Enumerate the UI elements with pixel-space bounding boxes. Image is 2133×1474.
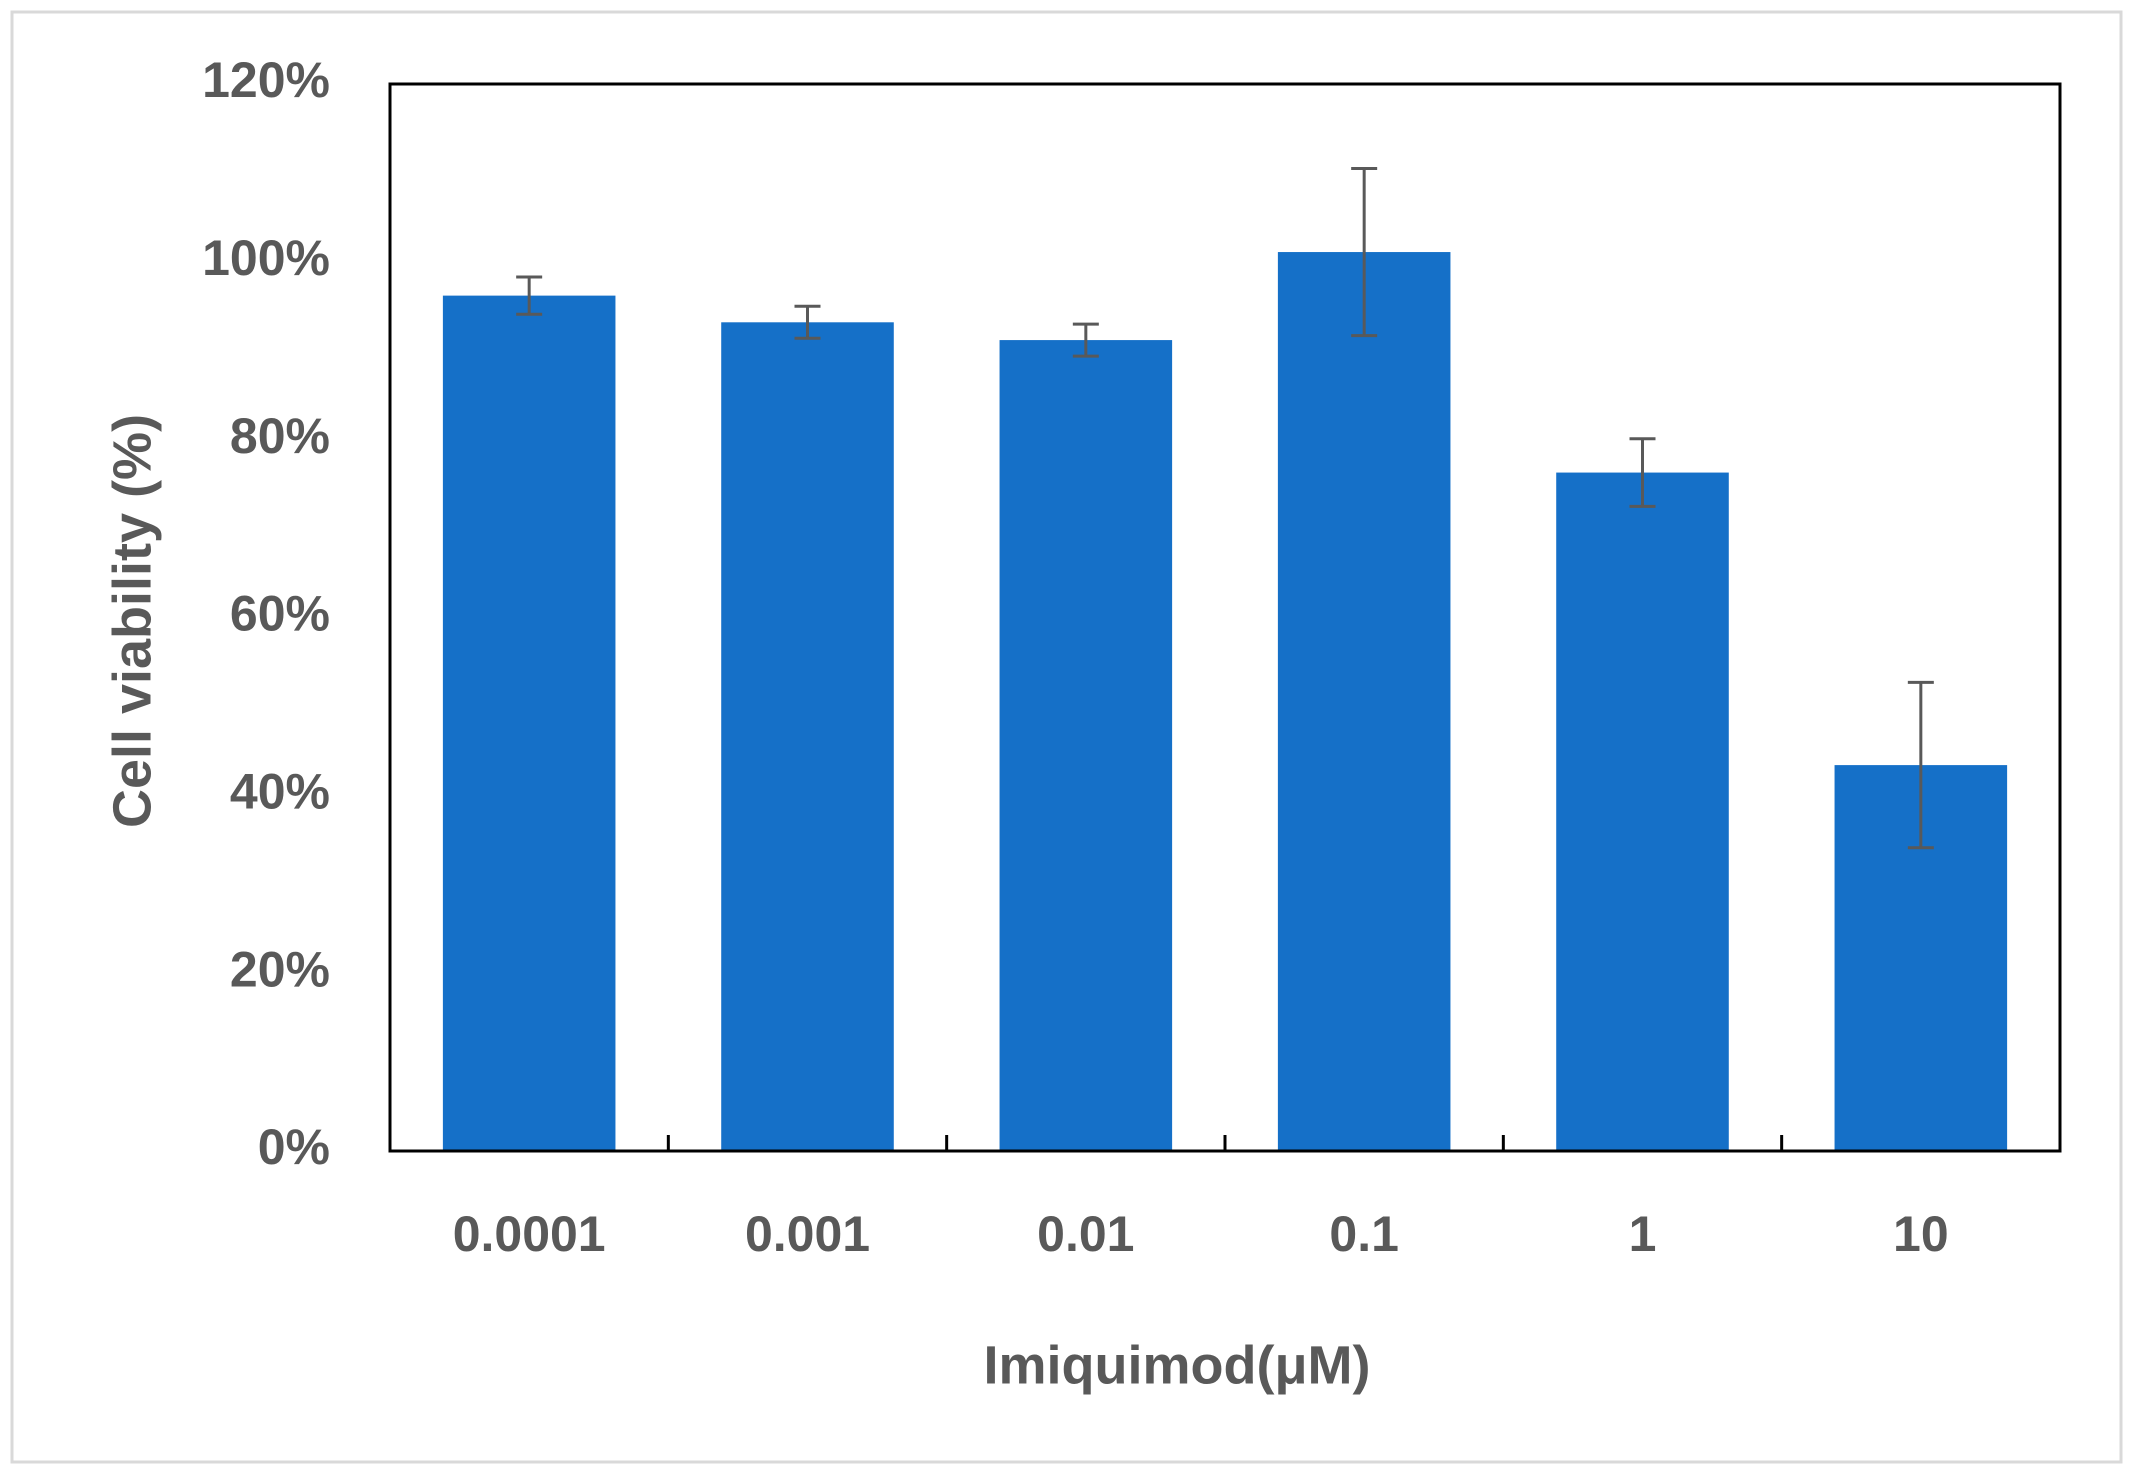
y-tick-label: 80% — [230, 408, 330, 464]
bar — [1556, 472, 1729, 1152]
error-bar — [516, 275, 543, 316]
x-tick-label: 0.0001 — [453, 1206, 606, 1262]
x-tick-label: 0.1 — [1329, 1206, 1399, 1262]
x-axis-title: Imiquimod(μM) — [984, 1335, 1371, 1395]
error-bar — [1072, 322, 1099, 358]
error-bar — [794, 304, 821, 340]
x-tick-label: 0.01 — [1037, 1206, 1134, 1262]
plot-frame — [388, 82, 2062, 1153]
bar — [999, 340, 1173, 1152]
y-tick-label: 0% — [258, 1119, 330, 1175]
x-tick-label: 10 — [1893, 1206, 1949, 1262]
y-axis-title: Cell viability (%) — [102, 414, 162, 828]
bar — [721, 322, 894, 1152]
bar — [442, 295, 616, 1151]
x-tick-label: 0.001 — [745, 1206, 870, 1262]
error-bar — [1907, 680, 1934, 850]
bar — [1277, 252, 1451, 1152]
y-tick-label: 120% — [202, 52, 330, 108]
error-bar — [1351, 166, 1378, 338]
x-tick-label: 1 — [1629, 1206, 1657, 1262]
error-bar — [1629, 437, 1656, 508]
y-tick-label: 60% — [230, 586, 330, 642]
y-tick-label: 100% — [202, 230, 330, 286]
y-tick-label: 40% — [230, 764, 330, 820]
y-tick-label: 20% — [230, 941, 330, 997]
